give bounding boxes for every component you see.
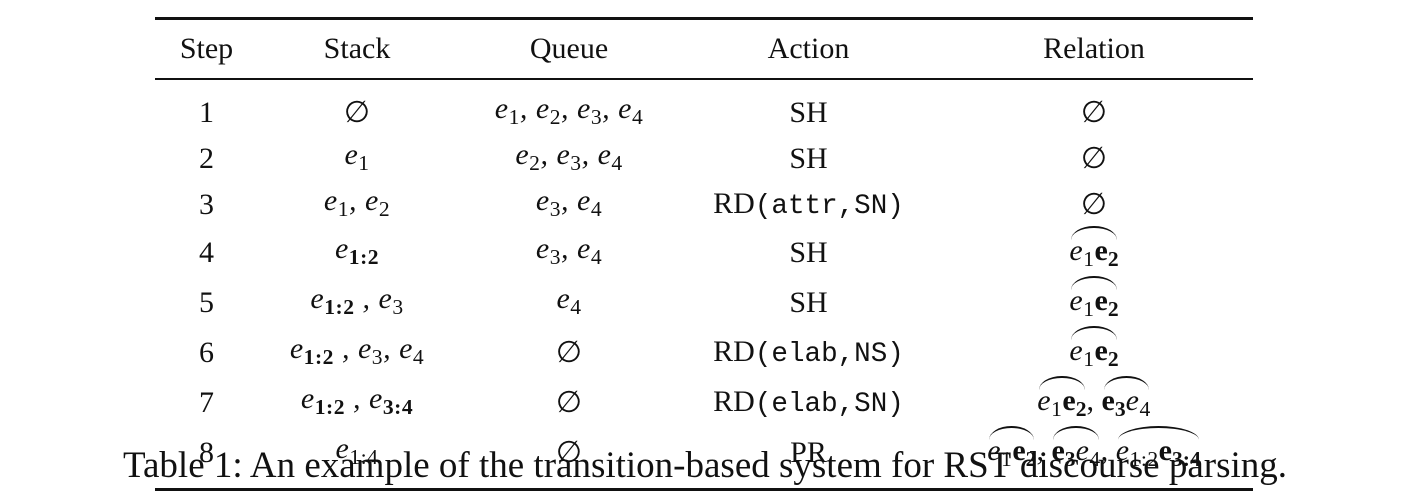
cell-queue: ∅ xyxy=(555,436,583,470)
cell-queue: e4 xyxy=(556,282,582,320)
cell-action: PR xyxy=(790,436,827,470)
cell-queue: e2, e3, e4 xyxy=(515,138,623,176)
header-step: Step xyxy=(179,32,234,65)
header-stack: Stack xyxy=(323,32,391,65)
cell-step: 8 xyxy=(199,436,214,470)
cell-action: RD(attr,SN) xyxy=(713,186,904,222)
transition-table: Step Stack Queue Action Relation 1 ∅ e1, e… xyxy=(155,17,1253,491)
table-row: 8 e1:4 ∅ PR e1e2, e3e4, e1:2e3:4 xyxy=(155,426,1253,490)
table-row: 1 ∅ e1, e2, e3, e4 SH ∅ xyxy=(155,79,1253,136)
table-caption: Table 1: An example of the transition-ba… xyxy=(122,445,1288,486)
cell-relation: e1e2, e3e4, e1:2e3:4 xyxy=(935,426,1253,490)
table-row: 5 e1:2 , e3 e4 SH e1e2 xyxy=(155,276,1253,328)
cell-action: SH xyxy=(789,286,828,320)
cell-action: SH xyxy=(789,142,828,176)
cell-step: 4 xyxy=(199,236,214,270)
header-queue: Queue xyxy=(529,32,609,65)
cell-stack: e1 xyxy=(344,138,370,176)
cell-queue: ∅ xyxy=(555,336,583,370)
cell-relation: e1e2 xyxy=(935,276,1253,328)
table-row: 3 e1, e2 e3, e4 RD(attr,SN) ∅ xyxy=(155,182,1253,228)
cell-queue: ∅ xyxy=(555,386,583,420)
cell-action: RD(elab,NS) xyxy=(713,334,904,370)
cell-queue: e3, e4 xyxy=(535,184,603,222)
cell-relation: e1e2 xyxy=(935,326,1253,378)
cell-step: 1 xyxy=(199,96,214,130)
cell-stack: ∅ xyxy=(343,96,371,130)
cell-relation: ∅ xyxy=(1080,96,1108,130)
cell-stack: e1:2 , e3:4 xyxy=(300,382,414,420)
table-row: 2 e1 e2, e3, e4 SH ∅ xyxy=(155,136,1253,182)
cell-action: SH xyxy=(789,96,828,130)
cell-step: 3 xyxy=(199,188,214,222)
table-row: 6 e1:2 , e3, e4 ∅ RD(elab,NS) e1e2 xyxy=(155,326,1253,378)
header-action: Action xyxy=(767,32,850,65)
cell-queue: e1, e2, e3, e4 xyxy=(494,92,644,130)
transition-table-wrap: Step Stack Queue Action Relation 1 ∅ e1, e… xyxy=(155,17,1253,491)
table-header-row: Step Stack Queue Action Relation xyxy=(155,18,1253,79)
header-relation: Relation xyxy=(1043,32,1145,65)
cell-action: RD(elab,SN) xyxy=(713,384,904,420)
cell-stack: e1, e2 xyxy=(323,184,391,222)
cell-step: 7 xyxy=(199,386,214,420)
cell-queue: e3, e4 xyxy=(535,232,603,270)
cell-stack: e1:2 , e3 xyxy=(310,282,404,320)
cell-step: 5 xyxy=(199,286,214,320)
table-row: 4 e1:2 e3, e4 SH e1e2 xyxy=(155,226,1253,278)
cell-stack: e1:4 xyxy=(335,432,379,470)
cell-step: 6 xyxy=(199,336,214,370)
cell-stack: e1:2 , e3, e4 xyxy=(289,332,425,370)
cell-stack: e1:2 xyxy=(334,232,380,270)
table-body: 1 ∅ e1, e2, e3, e4 SH ∅ 2 e1 e2, e3, e4 SH ∅ 3 e1, … xyxy=(155,79,1253,490)
cell-relation: e1e2 xyxy=(935,226,1253,278)
cell-relation: ∅ xyxy=(1080,188,1108,222)
cell-action: SH xyxy=(789,236,828,270)
cell-relation: e1e2, e3e4 xyxy=(935,376,1253,428)
cell-step: 2 xyxy=(199,142,214,176)
cell-relation: ∅ xyxy=(1080,142,1108,176)
table-row: 7 e1:2 , e3:4 ∅ RD(elab,SN) e1e2, e3e4 xyxy=(155,376,1253,428)
